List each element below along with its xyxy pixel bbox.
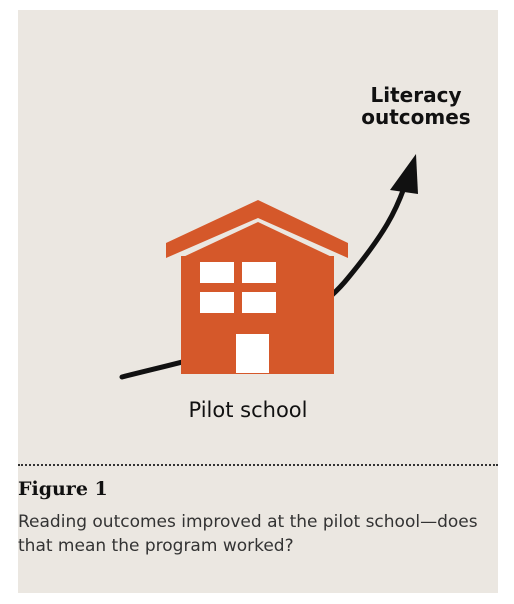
diagram (119, 154, 418, 380)
school-building-icon (166, 200, 348, 374)
literacy-outcomes-label: Literacy outcomes (336, 84, 496, 128)
divider (18, 464, 498, 466)
figure-panel: Literacy outcomes Pilot school Figure 1 … (18, 10, 498, 593)
upward-arrow-icon (390, 154, 418, 194)
pilot-school-label: Pilot school (188, 398, 308, 422)
figure-caption: Reading outcomes improved at the pilot s… (18, 512, 478, 556)
outcome-label-line2: outcomes (361, 105, 471, 129)
figure-label: Figure 1 (18, 478, 108, 500)
outcome-label-line1: Literacy (370, 83, 462, 107)
